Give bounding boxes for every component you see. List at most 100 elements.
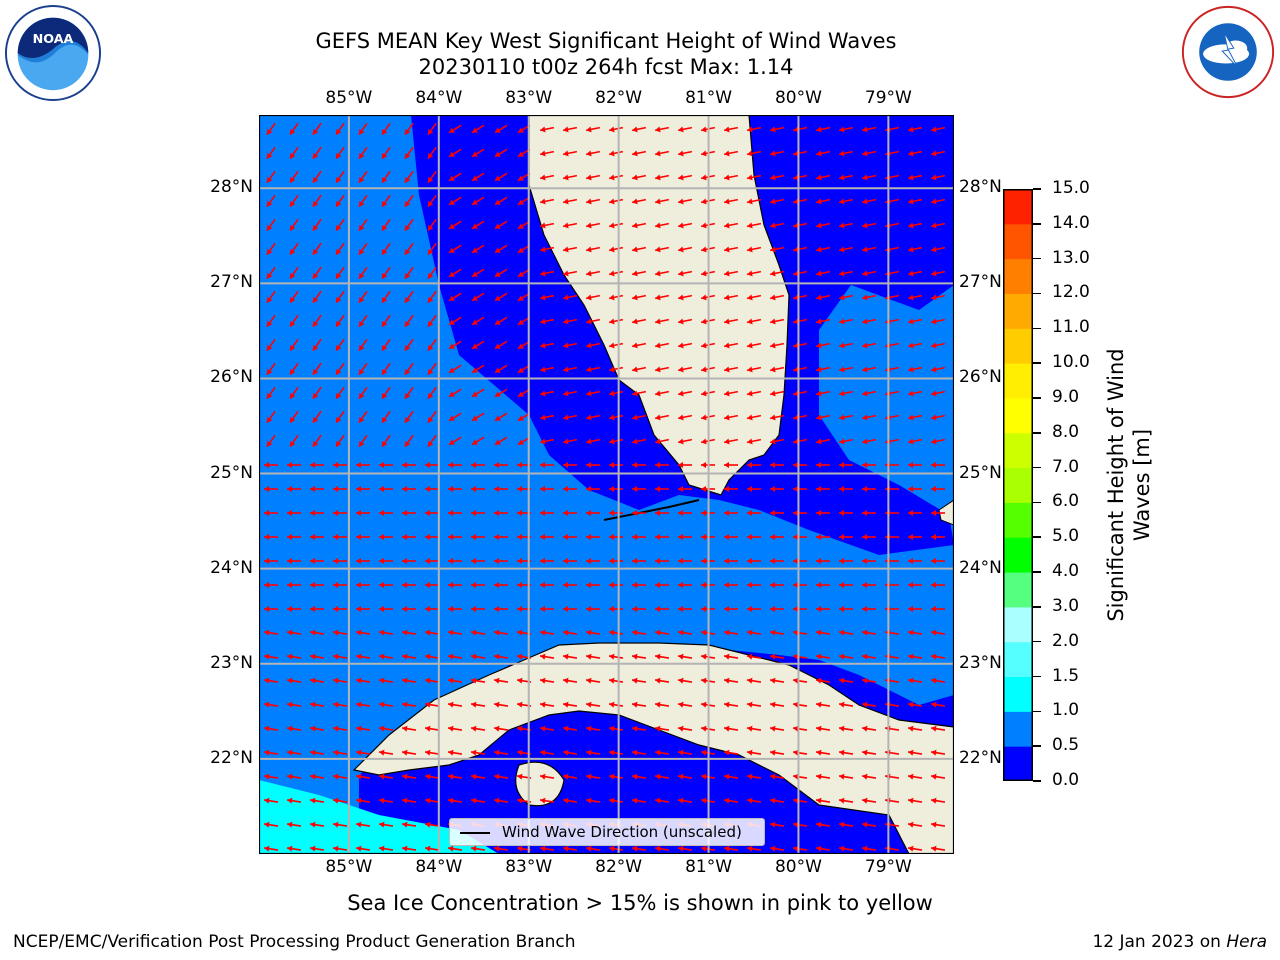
wind-arrow-head	[356, 486, 361, 492]
wind-arrow-head	[747, 486, 752, 492]
wind-arrow-head	[931, 462, 936, 468]
wind-arrow-head	[425, 534, 430, 540]
wind-arrow-head	[358, 416, 365, 423]
wind-arrow-head	[494, 582, 499, 588]
wind-arrow-head	[287, 677, 293, 684]
wind-arrow-head	[448, 462, 453, 468]
wind-arrow-head	[678, 246, 684, 253]
colorbar-tick-label: 11.0	[1052, 317, 1090, 338]
wind-arrow-head	[908, 222, 914, 229]
wind-arrow-head	[862, 797, 868, 804]
wind-arrow-head	[701, 462, 706, 468]
wind-arrow-head	[839, 677, 845, 684]
wind-arrow-head	[862, 701, 868, 708]
colorbar-tick-mark	[1033, 780, 1041, 782]
wind-arrow-head	[586, 126, 592, 133]
wind-arrow-head	[540, 198, 546, 205]
colorbar-segment	[1003, 606, 1033, 643]
wind-arrow-head	[931, 701, 937, 708]
wind-arrow-head	[310, 797, 316, 804]
wind-arrow-head	[862, 629, 868, 636]
wind-arrow-head	[816, 582, 821, 588]
wind-arrow-head	[471, 462, 476, 468]
wind-arrow-head	[632, 414, 638, 421]
lat-tick-left: 24°N	[210, 557, 253, 578]
wind-arrow-head	[862, 582, 867, 588]
wind-arrow-head	[335, 224, 342, 231]
wind-arrow-head	[724, 725, 730, 732]
wind-arrow-head	[770, 486, 775, 492]
wind-arrow-head	[448, 486, 453, 492]
wind-arrow-head	[494, 486, 499, 492]
wind-arrow-head	[586, 582, 591, 588]
wind-arrow-head	[563, 629, 569, 636]
wind-arrow-head	[908, 701, 914, 708]
wind-arrow-head	[287, 558, 292, 564]
wind-arrow-head	[770, 606, 775, 612]
wind-arrow-head	[540, 150, 546, 157]
wind-arrow-head	[609, 462, 614, 468]
wind-arrow-head	[839, 510, 844, 516]
wind-arrow-head	[678, 749, 684, 756]
wind-arrow-head	[701, 150, 707, 157]
wind-arrow-head	[427, 440, 434, 447]
wind-arrow-head	[517, 582, 522, 588]
wind-arrow-head	[472, 199, 478, 205]
wind-arrow-head	[494, 701, 500, 708]
wind-arrow-head	[839, 558, 844, 564]
wind-arrow-head	[931, 725, 937, 732]
wind-arrow-head	[335, 392, 342, 399]
wind-arrow-head	[609, 246, 615, 253]
wind-arrow-head	[402, 653, 408, 660]
wind-arrow-head	[289, 320, 296, 327]
lat-tick-right: 22°N	[959, 747, 1002, 768]
wind-arrow-head	[448, 606, 453, 612]
legend-label: Wind Wave Direction (unscaled)	[502, 823, 742, 841]
wind-arrow-head	[931, 677, 937, 684]
wind-arrow-head	[586, 486, 591, 492]
wind-arrow-head	[495, 367, 501, 373]
wind-arrow-head	[312, 200, 319, 207]
wind-arrow-head	[333, 773, 339, 780]
wind-arrow-head	[312, 320, 319, 327]
wind-arrow-head	[449, 199, 455, 205]
wind-arrow-head	[793, 749, 799, 756]
wind-arrow-head	[495, 415, 501, 421]
wind-arrow-head	[540, 606, 545, 612]
wind-arrow-head	[402, 558, 407, 564]
wind-arrow-head	[816, 701, 822, 708]
lon-tick-bottom: 84°W	[415, 857, 463, 877]
wind-arrow-head	[333, 510, 338, 516]
wind-arrow-head	[312, 296, 319, 303]
wind-arrow-head	[540, 414, 546, 421]
wind-arrow-head	[862, 486, 867, 492]
wind-arrow-head	[609, 150, 615, 157]
wind-arrow-head	[471, 606, 476, 612]
colorbar-tick-mark	[1033, 501, 1041, 504]
wind-arrow-head	[381, 224, 388, 231]
wind-arrow-head	[655, 582, 660, 588]
colorbar-tick-mark	[1033, 536, 1041, 538]
wind-arrow-head	[266, 152, 273, 159]
lat-tick-right: 26°N	[959, 367, 1002, 388]
wind-arrow-head	[540, 677, 546, 684]
wind-arrow-head	[793, 701, 799, 708]
wind-arrow-head	[264, 486, 269, 492]
wind-arrow-head	[678, 582, 683, 588]
wind-arrow-head	[494, 629, 500, 636]
wind-arrow-head	[471, 701, 477, 708]
wind-arrow-head	[931, 294, 937, 301]
wind-arrow-head	[287, 534, 292, 540]
wind-arrow-head	[632, 390, 638, 397]
wind-arrow-head	[908, 797, 914, 804]
wind-arrow-head	[425, 677, 431, 684]
wind-arrow-head	[540, 126, 546, 133]
wind-arrow-head	[655, 510, 660, 516]
wind-arrow-head	[449, 391, 455, 397]
wind-arrow-head	[358, 128, 365, 135]
wind-arrow-head	[264, 462, 269, 468]
wind-arrow-head	[655, 366, 661, 373]
wind-arrow-head	[862, 534, 867, 540]
wind-arrow-head	[310, 510, 315, 516]
wind-arrow-head	[747, 174, 753, 181]
